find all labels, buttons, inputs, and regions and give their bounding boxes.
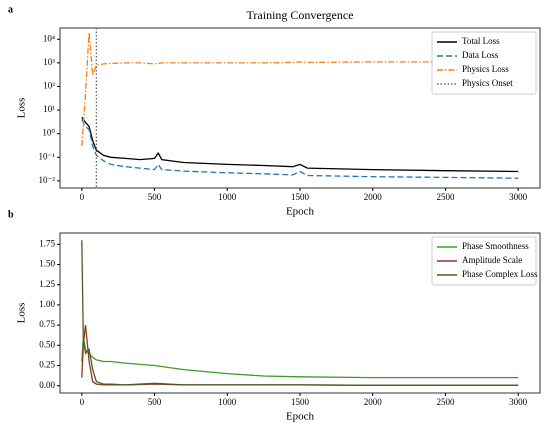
- y-tick-label: 1.25: [39, 279, 55, 289]
- x-tick-label: 3000: [509, 397, 528, 407]
- y-tick-label: 10⁴: [43, 33, 55, 43]
- legend-label: Phase Complex Loss: [462, 269, 538, 279]
- y-tick-label: 1.00: [39, 299, 55, 309]
- panel-label: a: [8, 4, 13, 15]
- series-line: [81, 116, 519, 173]
- series-line: [81, 119, 519, 179]
- legend-label: Phase Smoothness: [462, 241, 529, 251]
- x-tick-label: 2500: [436, 397, 455, 407]
- x-tick-label: 2000: [364, 192, 383, 202]
- y-tick-label: 10¹: [43, 104, 55, 114]
- y-tick-label: 1.50: [39, 259, 55, 269]
- legend: [431, 236, 537, 286]
- y-tick-label: 10²: [43, 81, 55, 91]
- x-tick-label: 1500: [291, 397, 310, 407]
- x-tick-label: 2500: [436, 192, 455, 202]
- x-tick-label: 500: [148, 192, 162, 202]
- legend-label: Total Loss: [462, 36, 500, 46]
- y-tick-label: 1.75: [39, 238, 55, 248]
- x-tick-label: 3000: [509, 192, 528, 202]
- y-tick-label: 0.00: [39, 380, 55, 390]
- series-line: [81, 32, 519, 147]
- y-tick-label: 10³: [43, 57, 55, 67]
- legend-label: Physics Onset: [462, 78, 513, 88]
- y-tick-label: 0.75: [39, 319, 55, 329]
- x-tick-label: 1000: [218, 397, 237, 407]
- legend: [431, 31, 537, 95]
- y-tick-label: 10⁻²: [39, 175, 56, 185]
- x-axis-label: Epoch: [286, 411, 315, 423]
- legend-label: Physics Loss: [462, 64, 509, 74]
- x-tick-label: 500: [148, 397, 162, 407]
- series-line: [81, 240, 519, 386]
- series-line: [81, 337, 519, 379]
- chart-title: Training Convergence: [247, 8, 354, 22]
- legend-label: Amplitude Scale: [462, 255, 522, 265]
- x-axis-label: Epoch: [286, 206, 315, 218]
- x-tick-label: 1500: [291, 192, 310, 202]
- panel-label: b: [8, 209, 14, 220]
- y-axis-label: Loss: [16, 303, 28, 324]
- y-axis-label: Loss: [16, 98, 28, 119]
- legend-label: Data Loss: [462, 50, 499, 60]
- y-tick-label: 0.25: [39, 360, 55, 370]
- y-tick-label: 10⁰: [42, 128, 55, 138]
- x-tick-label: 0: [80, 397, 85, 407]
- x-tick-label: 1000: [218, 192, 237, 202]
- y-tick-label: 0.50: [39, 339, 55, 349]
- x-tick-label: 2000: [364, 397, 383, 407]
- y-tick-label: 10⁻¹: [39, 151, 56, 161]
- x-tick-label: 0: [80, 192, 85, 202]
